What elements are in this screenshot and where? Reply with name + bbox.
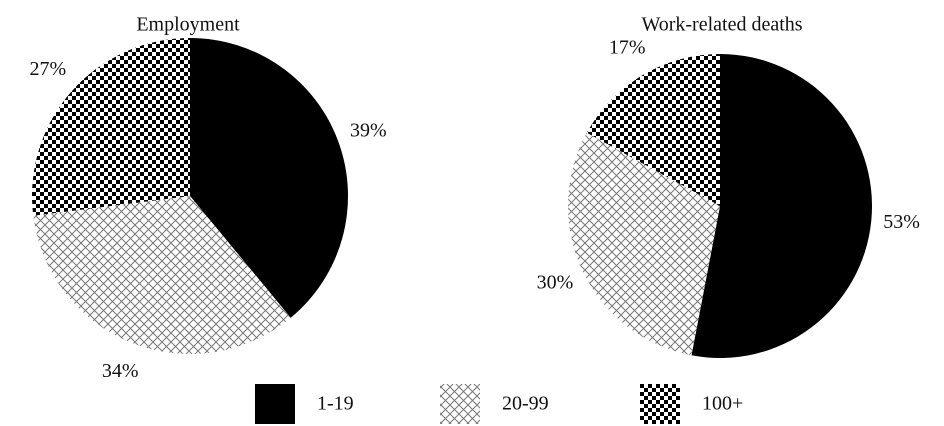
value-label: 17% bbox=[609, 37, 646, 59]
pie-slice bbox=[568, 132, 720, 356]
pie-slice bbox=[586, 54, 720, 206]
value-label: 53% bbox=[883, 211, 920, 233]
legend-swatch bbox=[255, 384, 295, 424]
pie-slice bbox=[31, 37, 190, 216]
pie-slice bbox=[190, 38, 349, 318]
legend-swatch bbox=[440, 384, 480, 424]
legend-label: 100+ bbox=[702, 393, 743, 415]
legend-label: 1-19 bbox=[317, 393, 354, 415]
legend-swatch bbox=[640, 384, 680, 424]
legend-label: 20-99 bbox=[502, 393, 549, 415]
pie-slice bbox=[691, 54, 872, 358]
value-label: 39% bbox=[350, 119, 387, 141]
pie-slice bbox=[33, 196, 291, 354]
value-label: 27% bbox=[29, 58, 66, 80]
value-label: 34% bbox=[102, 360, 139, 382]
value-label: 30% bbox=[537, 271, 574, 293]
chart-title: Work-related deaths bbox=[641, 14, 802, 36]
chart-title: Employment bbox=[136, 14, 240, 36]
